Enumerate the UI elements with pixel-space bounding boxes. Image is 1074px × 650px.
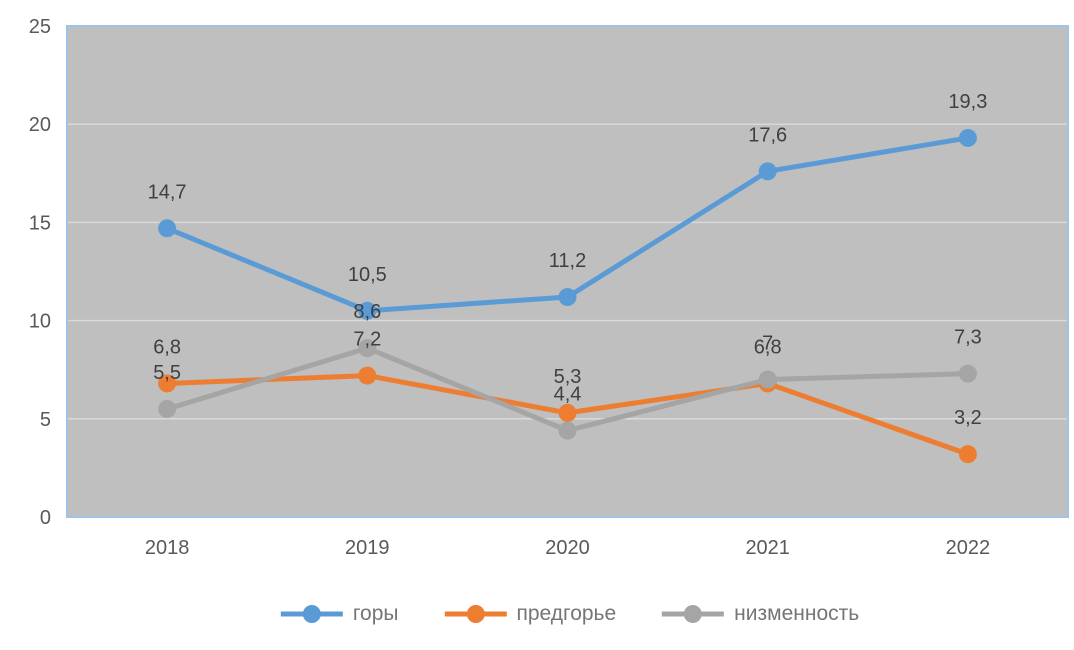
legend-marker-line-icon — [444, 605, 507, 623]
y-tick-label: 20 — [29, 114, 51, 136]
legend-item-nizmennost: низменность — [660, 602, 859, 626]
series-point-1 — [958, 445, 977, 464]
series-point-2 — [358, 339, 377, 358]
series-point-2 — [158, 399, 177, 418]
data-label-1: 3,2 — [954, 407, 982, 429]
legend-item-gory: горы — [279, 602, 399, 626]
legend-marker-line-icon — [280, 605, 343, 623]
line-chart: 0 5 10 15 20 25 2018 2019 2020 2021 2022 14,7 10,5 11… — [29, 16, 1069, 559]
data-label-2: 8,6 — [353, 301, 381, 323]
series-point-0 — [758, 162, 777, 181]
data-label-0: 11,2 — [549, 250, 586, 272]
x-tick-label: 2019 — [345, 537, 390, 559]
legend-marker-line-icon — [662, 605, 725, 623]
data-label-1: 5,3 — [554, 366, 582, 388]
legend-label-gory: горы — [352, 602, 399, 625]
chart-legend: горы предгорье низменность — [279, 602, 859, 626]
x-tick-label: 2022 — [946, 537, 991, 559]
data-label-0: 19,3 — [948, 91, 987, 113]
series-point-0 — [158, 219, 177, 238]
data-label-2: 4,4 — [554, 384, 582, 406]
legend-dot — [466, 605, 485, 623]
x-tick-label: 2018 — [145, 537, 190, 559]
data-label-2: 5,5 — [153, 362, 181, 384]
legend-dot — [684, 605, 703, 623]
legend-item-predgorye: предгорье — [442, 602, 616, 626]
data-label-0: 17,6 — [748, 124, 787, 146]
y-tick-label: 10 — [29, 311, 51, 333]
data-label-1: 7,2 — [353, 329, 381, 351]
series-point-1 — [558, 403, 577, 422]
series-point-1 — [358, 366, 377, 385]
series-point-2 — [958, 364, 977, 383]
series-point-0 — [358, 301, 377, 320]
y-tick-label: 5 — [40, 409, 51, 431]
data-label-1: 6,8 — [754, 336, 782, 358]
legend-label-predgorye: предгорье — [516, 602, 617, 625]
series-point-0 — [958, 128, 977, 147]
x-tick-label: 2020 — [545, 537, 590, 559]
data-label-2: 7 — [762, 333, 773, 355]
series-point-0 — [558, 288, 577, 307]
data-label-1: 6,8 — [153, 336, 181, 358]
y-tick-label: 0 — [40, 507, 51, 529]
data-label-0: 14,7 — [148, 181, 187, 203]
legend-label-nizmennost: низменность — [734, 602, 860, 625]
series-point-1 — [158, 374, 177, 393]
data-label-0: 10,5 — [348, 264, 387, 286]
y-tick-label: 15 — [29, 212, 51, 234]
x-tick-label: 2021 — [745, 537, 790, 559]
data-label-2: 7,3 — [954, 327, 982, 349]
y-tick-label: 25 — [29, 16, 51, 38]
series-point-2 — [758, 370, 777, 389]
series-point-2 — [558, 421, 577, 440]
legend-dot — [302, 605, 321, 623]
